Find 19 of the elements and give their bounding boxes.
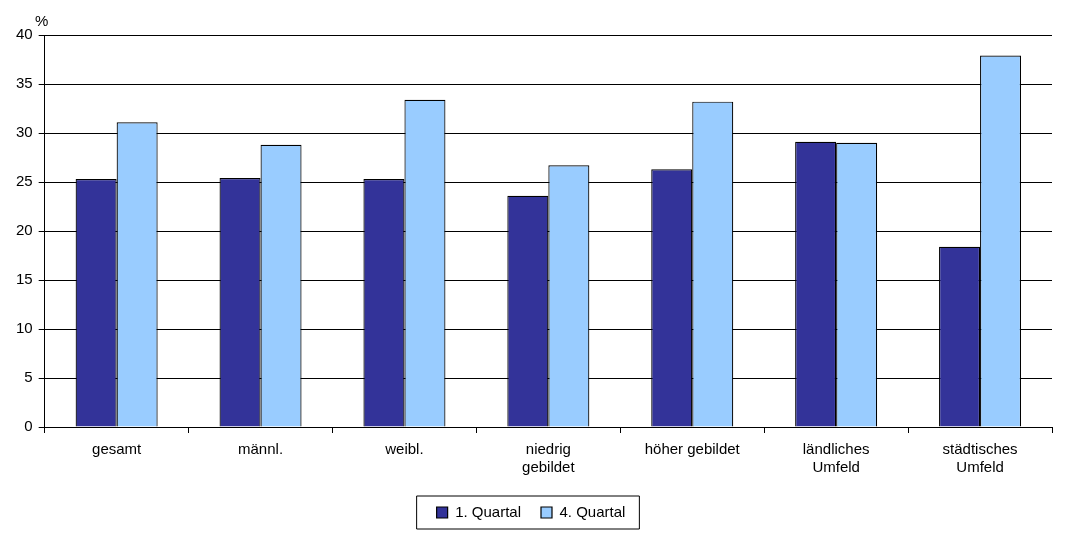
x-tick-label: höher gebildet — [644, 440, 741, 458]
y-tick-label: 35 — [16, 74, 33, 92]
legend-label: 4. Quartal — [559, 502, 626, 520]
y-tick-label: 15 — [16, 270, 33, 288]
y-tick-label: 5 — [24, 368, 33, 386]
legend-label: 1. Quartal — [455, 502, 522, 520]
y-tick-label: 30 — [16, 123, 33, 141]
y-tick-label: 10 — [16, 319, 33, 337]
y-tick-label: 20 — [16, 221, 33, 239]
x-tick-label: niedrig gebildet — [522, 440, 576, 476]
y-axis-title: % — [35, 11, 49, 29]
x-tick-label: gesamt — [92, 440, 143, 458]
y-tick-label: 25 — [16, 172, 33, 190]
x-tick-label: ländliches Umfeld — [802, 440, 870, 476]
y-tick-label: 40 — [16, 25, 33, 43]
x-tick-label: männl. — [238, 440, 284, 458]
x-tick-label: städtisches Umfeld — [942, 440, 1018, 476]
y-tick-label: 0 — [24, 417, 33, 435]
x-tick-label: weibl. — [384, 440, 424, 458]
